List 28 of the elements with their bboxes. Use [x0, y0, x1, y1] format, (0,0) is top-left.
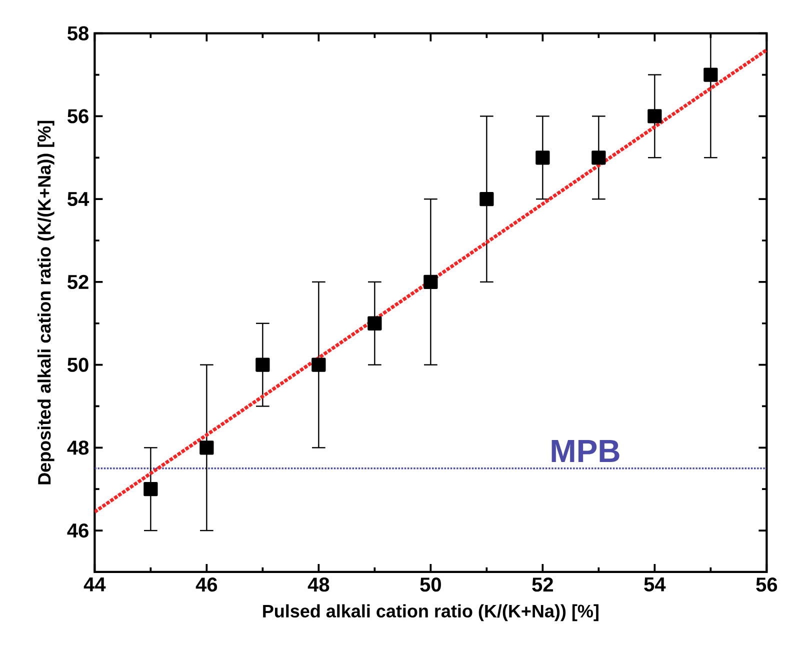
x-tick-label: 50 [420, 577, 441, 592]
point [704, 68, 718, 82]
point [312, 358, 326, 372]
y-tick-label: 58 [68, 26, 89, 40]
point [592, 150, 606, 165]
y-axis-title: Deposited alkali cation ratio (K/(K+Na)) [%] [38, 120, 54, 484]
point [200, 440, 214, 455]
x-tick-label: 56 [756, 577, 778, 592]
point [256, 358, 270, 372]
point [536, 150, 550, 165]
point [424, 274, 438, 290]
x-tick-label: 52 [532, 577, 553, 592]
x-tick-label: 54 [644, 577, 666, 592]
y-tick-label: 48 [67, 440, 89, 455]
point [480, 192, 494, 206]
ref-line-label: MPB [552, 440, 620, 462]
y-tick-label: 46 [67, 523, 88, 538]
point [648, 109, 662, 124]
y-tick-label: 56 [68, 109, 88, 124]
y-tick-label: 50 [68, 358, 88, 372]
point [368, 316, 382, 330]
y-tick-label: 54 [68, 192, 90, 206]
x-axis-title: Pulsed alkali cation ratio (K/(K+Na)) [%] [263, 604, 598, 622]
x-tick-label: 44 [84, 577, 106, 592]
point [144, 482, 158, 496]
y-tick-label: 52 [68, 274, 88, 290]
x-tick-label: 46 [196, 577, 218, 592]
x-tick-label: 48 [308, 577, 330, 592]
